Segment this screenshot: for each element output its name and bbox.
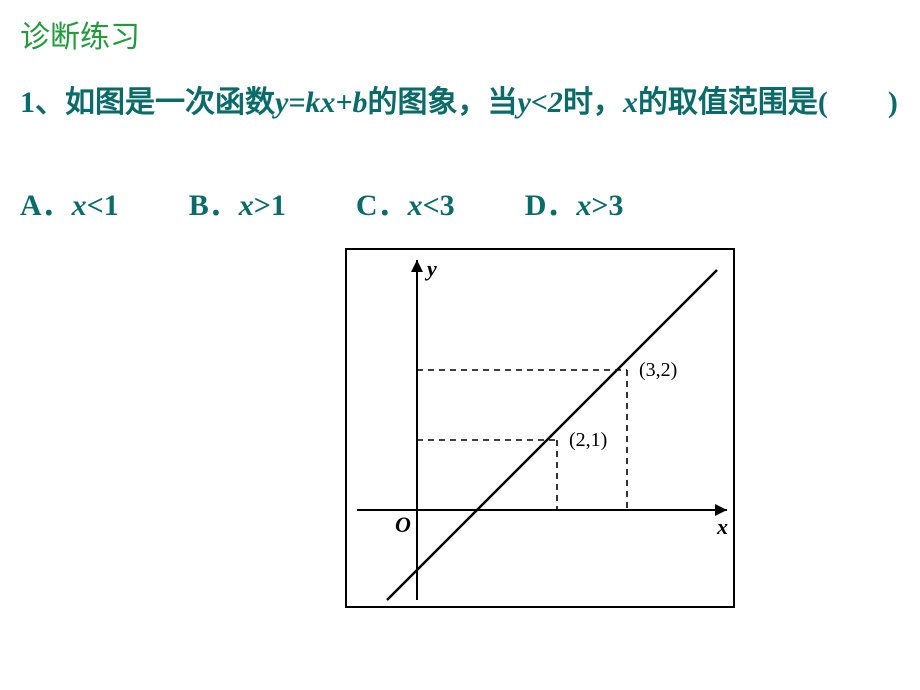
svg-text:O: O — [395, 512, 411, 537]
svg-text:(2,1): (2,1) — [569, 429, 607, 451]
option-d: D．x>3 — [525, 180, 624, 224]
opt-a-label: A． — [20, 189, 72, 222]
opt-d-label: D． — [525, 189, 577, 222]
option-c: C．x<3 — [356, 180, 455, 224]
q-formula: y=kx+b — [275, 86, 368, 119]
opt-b-label: B． — [189, 189, 239, 222]
opt-b-var: x — [239, 189, 254, 222]
q-mid: 的图象，当 — [368, 86, 518, 119]
svg-text:x: x — [716, 514, 728, 539]
svg-text:(3,2): (3,2) — [639, 359, 677, 381]
question-text: 1、如图是一次函数y=kx+b的图象，当y<2时，x的取值范围是( ) — [20, 80, 900, 125]
opt-a-var: x — [72, 189, 87, 222]
option-a: A．x<1 — [20, 180, 119, 224]
graph-container: y x O (3,2) (2,1) — [345, 248, 735, 608]
options-row: A．x<1 B．x>1 C．x<3 D．x>3 — [20, 180, 900, 224]
opt-c-label: C． — [356, 189, 408, 222]
function-graph: y x O (3,2) (2,1) — [347, 250, 737, 610]
opt-d-var: x — [576, 189, 591, 222]
q-prefix: 1、如图是一次函数 — [20, 86, 275, 119]
q-suf1: 时， — [563, 86, 623, 119]
opt-c-var: x — [408, 189, 423, 222]
q-suf2: 的取值范围是( ) — [638, 86, 898, 119]
opt-d-rel: >3 — [591, 189, 623, 222]
q-cond: y<2 — [518, 86, 563, 119]
q-var: x — [623, 86, 638, 119]
opt-c-rel: <3 — [423, 189, 455, 222]
svg-text:y: y — [424, 256, 437, 281]
opt-b-rel: >1 — [254, 189, 286, 222]
section-title: 诊断练习 — [20, 12, 140, 56]
option-b: B．x>1 — [189, 180, 286, 224]
opt-a-rel: <1 — [87, 189, 119, 222]
